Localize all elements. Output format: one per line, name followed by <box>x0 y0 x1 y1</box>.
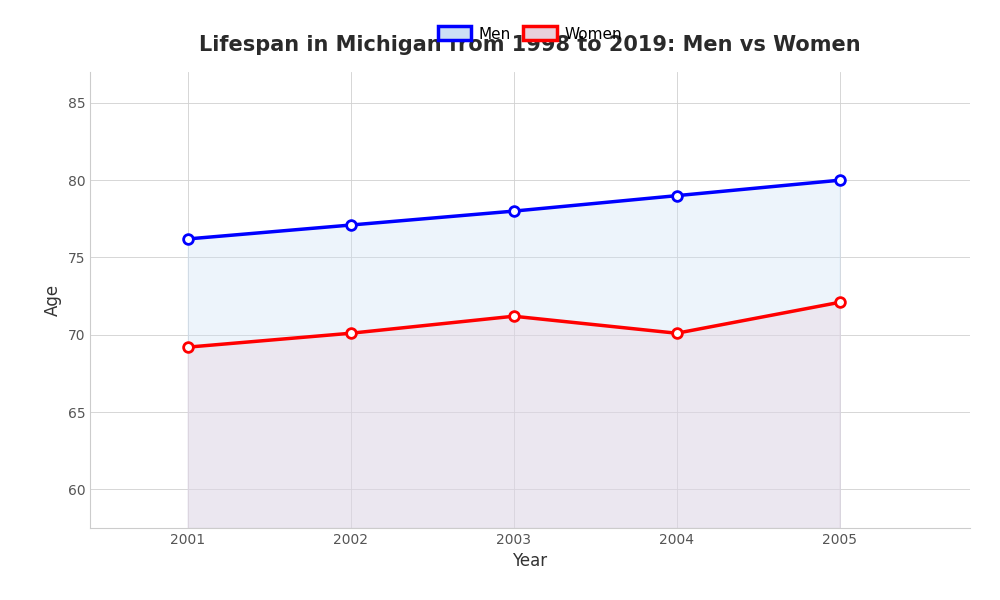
Title: Lifespan in Michigan from 1998 to 2019: Men vs Women: Lifespan in Michigan from 1998 to 2019: … <box>199 35 861 55</box>
Y-axis label: Age: Age <box>44 284 62 316</box>
X-axis label: Year: Year <box>512 553 548 571</box>
Legend: Men, Women: Men, Women <box>432 20 628 47</box>
